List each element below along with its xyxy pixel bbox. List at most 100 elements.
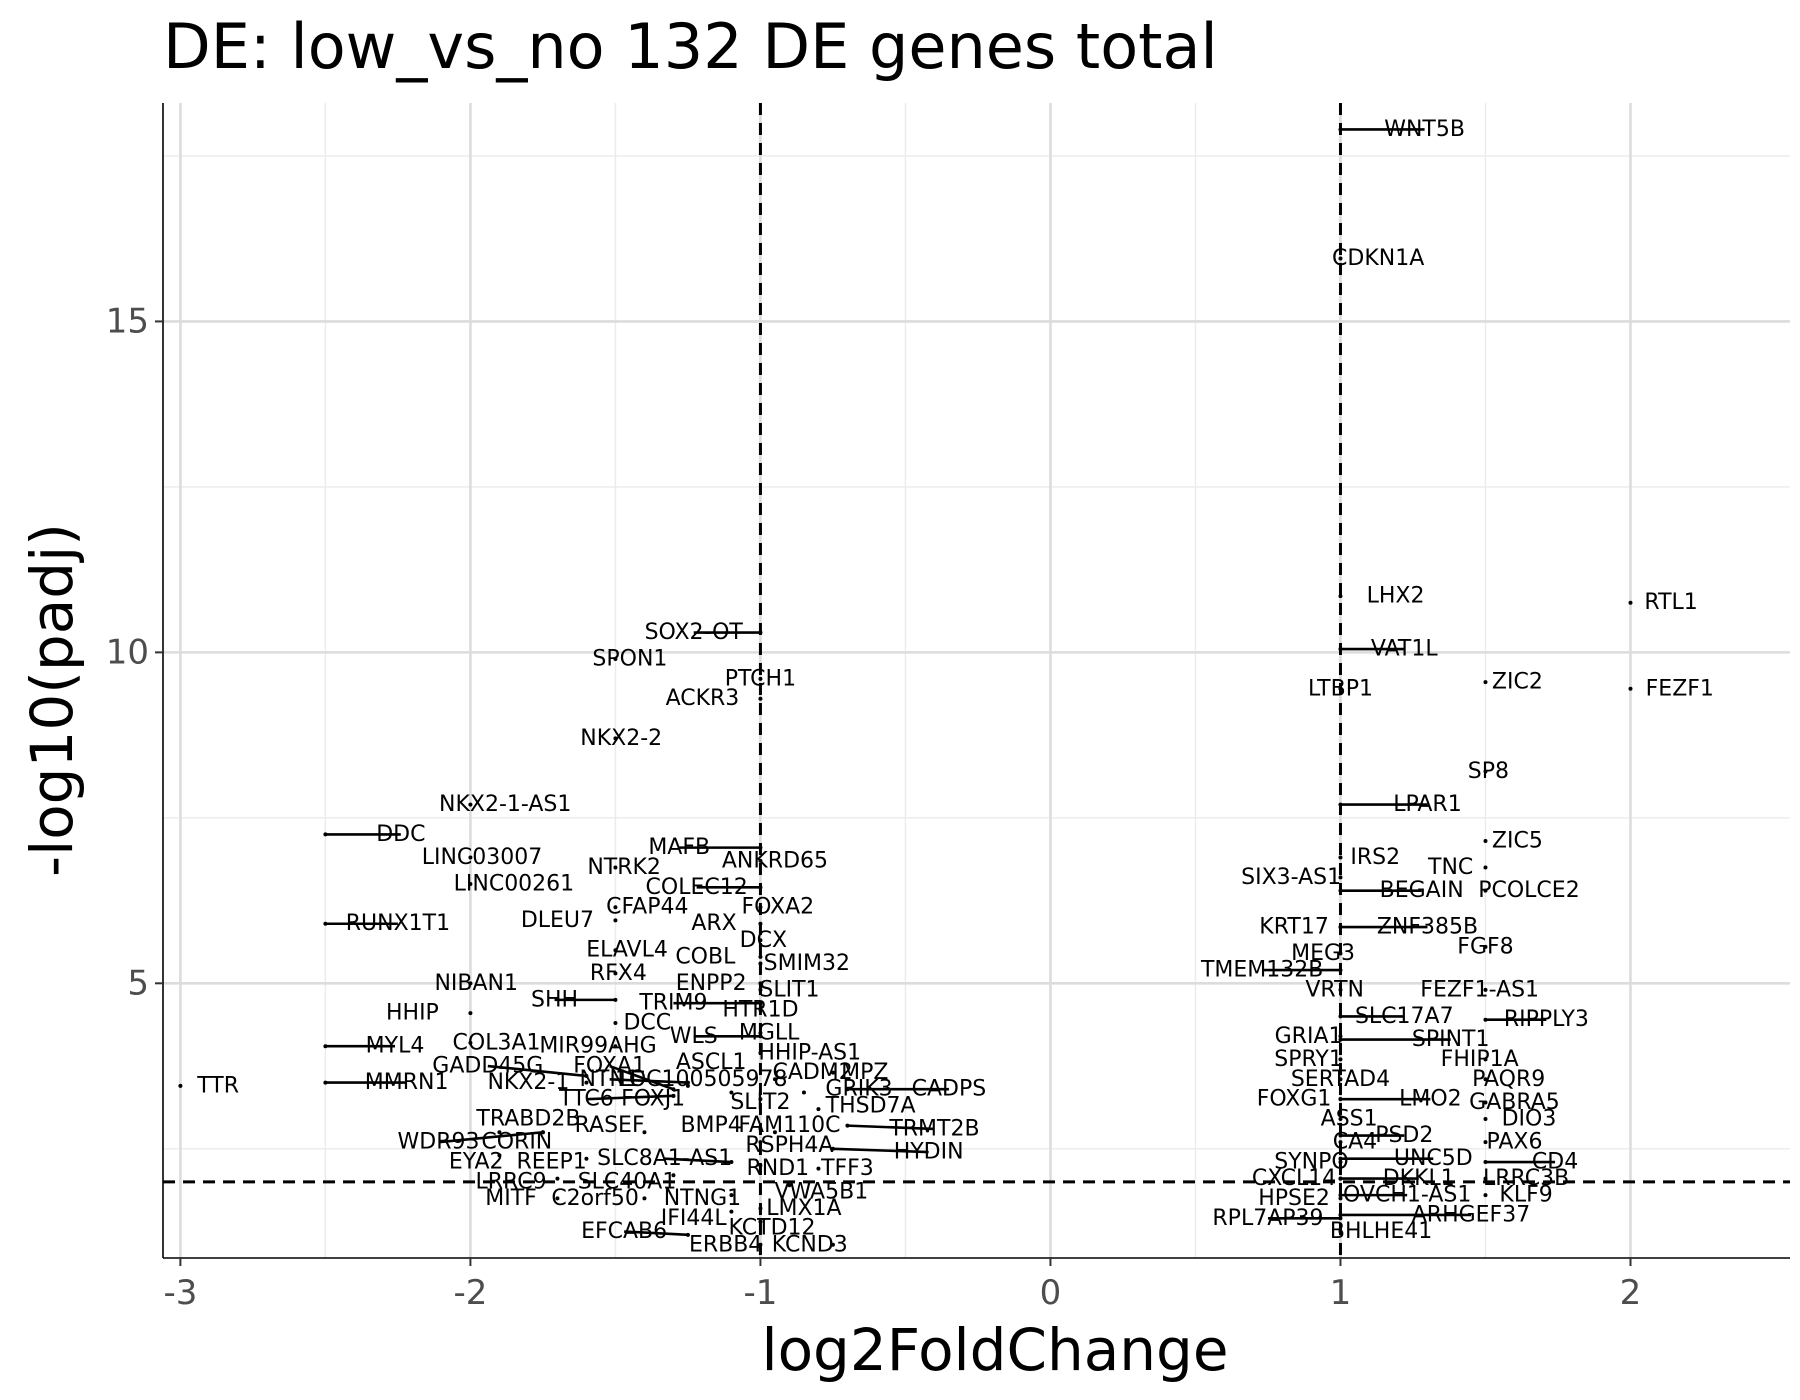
gene-point	[758, 1050, 763, 1055]
label-connector	[609, 1077, 688, 1084]
gene-point	[758, 676, 763, 681]
gene-label: ASCL1	[676, 1050, 747, 1075]
gene-point	[1338, 1160, 1343, 1165]
gene-label: SLIT1	[759, 977, 819, 1002]
gene-label: MMRN1	[365, 1070, 449, 1095]
gene-label: CXCL14	[1252, 1166, 1336, 1191]
x-tick-label: -1	[743, 1273, 777, 1313]
gene-point	[468, 802, 473, 807]
gene-label: DIO3	[1502, 1107, 1557, 1132]
gene-point	[729, 1090, 734, 1095]
gene-label: TTR	[196, 1073, 239, 1098]
gene-label: RASEF	[575, 1113, 645, 1138]
x-tick-label: 2	[1620, 1273, 1642, 1313]
gene-label: FOXJ1	[621, 1087, 685, 1112]
gene-label: DDC	[376, 822, 425, 847]
gene-point	[1338, 1117, 1343, 1122]
gene-label: PTCH1	[725, 666, 796, 691]
x-tick-label: -2	[453, 1273, 487, 1313]
gene-point	[1338, 987, 1343, 992]
gene-label: TFF3	[820, 1156, 874, 1181]
gene-label: SPINT1	[1412, 1027, 1490, 1052]
y-tick-label: 5	[127, 963, 149, 1003]
gene-point	[613, 1044, 618, 1049]
x-tick-label: -3	[163, 1273, 197, 1313]
gene-label: UNC5D	[1394, 1146, 1473, 1171]
gene-label: CDKN1A	[1332, 246, 1424, 271]
gene-label: DCC	[623, 1011, 671, 1036]
gene-point	[758, 987, 763, 992]
axes: -3 -2 -1 0 1 2 5 10 15	[106, 103, 1790, 1313]
gene-label: SP8	[1468, 759, 1509, 784]
gene-label: FEZF1	[1646, 676, 1714, 701]
gene-label: FOXA2	[741, 895, 814, 920]
gene-label: VAT1L	[1371, 637, 1438, 662]
chart-title: DE: low_vs_no 132 DE genes total	[163, 10, 1218, 83]
gene-point	[178, 1083, 183, 1088]
gene-point	[772, 1130, 777, 1135]
gene-point	[1483, 1100, 1488, 1105]
gene-label: IRS2	[1350, 845, 1400, 870]
gene-point	[1338, 875, 1343, 880]
gene-point	[758, 696, 763, 701]
gene-point	[758, 1242, 763, 1247]
gene-point	[468, 855, 473, 860]
gene-label: MITF	[485, 1186, 537, 1211]
gene-label: ANKRD65	[722, 848, 828, 873]
gene-label: HPSE2	[1258, 1186, 1330, 1211]
gene-label: WNT5B	[1384, 117, 1465, 142]
gene-label: TRABD2B	[475, 1107, 580, 1132]
x-tick-label: 1	[1330, 1273, 1352, 1313]
gene-label: RUNX1T1	[346, 911, 450, 936]
gene-point	[613, 971, 618, 976]
gene-label: COL3A1	[453, 1030, 541, 1055]
gene-label: HYDIN	[894, 1140, 964, 1165]
gene-point	[1338, 686, 1343, 691]
gene-label: PAX6	[1486, 1130, 1542, 1155]
gene-point	[468, 882, 473, 887]
gene-point	[758, 1097, 763, 1102]
gene-label: LHX2	[1367, 584, 1425, 609]
gene-point	[758, 1140, 763, 1145]
gene-label: ERBB4	[689, 1232, 762, 1257]
gene-label: LPAR1	[1393, 792, 1461, 817]
gene-point	[613, 948, 618, 953]
gene-point	[1338, 594, 1343, 599]
gene-label: FOXG1	[1257, 1087, 1332, 1112]
gene-point	[801, 1090, 806, 1095]
gene-label: NTNG1	[664, 1186, 741, 1211]
gene-point	[1338, 1196, 1343, 1201]
gene-point	[1338, 1057, 1343, 1062]
gene-label: RTL1	[1644, 590, 1697, 615]
gene-point	[555, 1196, 560, 1201]
gene-label: EFCAB6	[581, 1219, 667, 1244]
gene-point	[1483, 1117, 1488, 1122]
gene-label: WDR93	[398, 1130, 480, 1155]
gene-point	[758, 905, 763, 910]
gene-point	[1483, 1077, 1488, 1082]
gene-point	[758, 1206, 763, 1211]
gene-label: ACKR3	[666, 686, 740, 711]
threshold-lines	[163, 103, 1790, 1258]
gene-point	[1483, 944, 1488, 949]
gene-label: TTC6	[558, 1087, 614, 1112]
gene-label: LINC03007	[422, 845, 543, 870]
gene-label: RFX4	[590, 961, 647, 986]
gene-point	[1483, 1176, 1488, 1181]
gene-label: SMIM32	[764, 951, 850, 976]
gene-label: TMEM132B	[1200, 958, 1323, 983]
gene-label: BHLHE41	[1330, 1219, 1432, 1244]
gene-label: NTN1	[579, 1067, 639, 1092]
gene-label: DLEU7	[521, 908, 594, 933]
gene-point	[758, 1163, 763, 1168]
gene-label: RPL7AP39	[1212, 1206, 1323, 1231]
gene-labels: WNT5B CDKN1A RTL1 FEZF1 LHX2 VAT1L ZIC2 LTBP1 SP…	[196, 117, 1714, 1257]
gene-point	[584, 1156, 589, 1161]
label-connector	[847, 1124, 935, 1131]
gene-point	[758, 954, 763, 959]
gene-label: NKX2-1	[487, 1070, 569, 1095]
gene-label: ARX	[691, 911, 736, 936]
gene-point	[613, 918, 618, 923]
